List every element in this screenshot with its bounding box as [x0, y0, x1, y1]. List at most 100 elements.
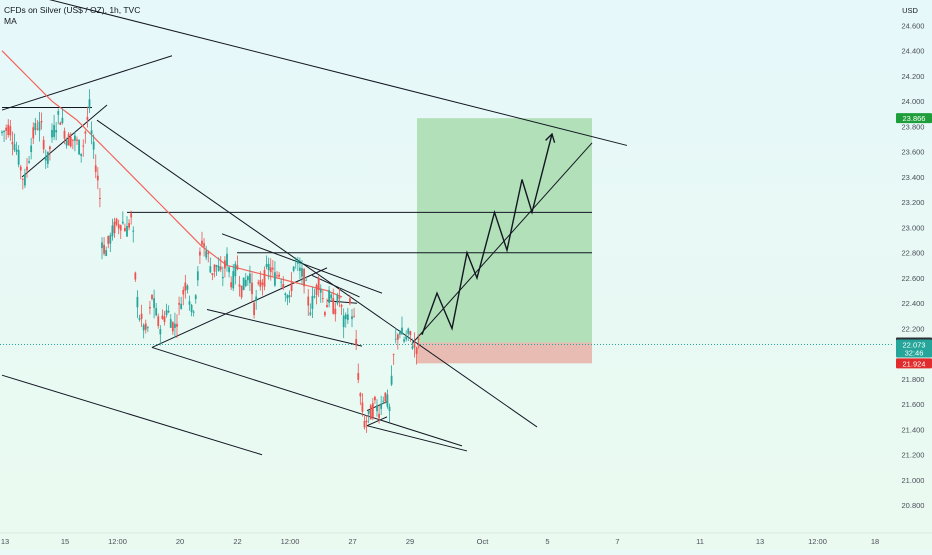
candle-body [32, 127, 35, 139]
trend-line[interactable] [96, 119, 538, 428]
candle-body [94, 165, 97, 172]
candle-body [336, 294, 339, 304]
price-tick-label: 23.400 [902, 173, 925, 182]
candle-body [167, 310, 170, 313]
candle-body [376, 405, 378, 412]
time-axis[interactable]: 13 15 12:00 20 22 12:00 27 29 Oct 5 7 11 13 12:00 18 [0, 532, 932, 546]
candle-body [15, 149, 18, 152]
candle-body [78, 140, 80, 155]
trend-line[interactable] [326, 300, 358, 304]
time-tick-label: 27 [348, 537, 356, 546]
candle-body [161, 315, 164, 320]
trend-line[interactable] [151, 267, 328, 348]
candle-body [326, 305, 328, 308]
candle-body [417, 338, 420, 340]
candle-body [113, 221, 116, 234]
candle-body [409, 331, 412, 336]
trend-line[interactable] [2, 0, 628, 146]
time-tick-label: 22 [233, 537, 241, 546]
indicator-label[interactable]: MA [4, 16, 17, 26]
candle-body [390, 375, 393, 385]
price-tick-label: 20.800 [902, 501, 925, 510]
candle-body [42, 139, 45, 150]
time-tick-label: 12:00 [281, 537, 300, 546]
trend-line[interactable] [366, 425, 468, 452]
candle-body [240, 285, 243, 298]
candle-body [132, 230, 135, 232]
candle-body [342, 315, 345, 328]
candle-body [21, 178, 24, 180]
candle-body [209, 266, 212, 273]
candle-body [28, 161, 30, 163]
candle-body [234, 263, 237, 277]
candle-body [211, 272, 214, 275]
trend-line[interactable] [311, 275, 360, 298]
candle-body [96, 175, 99, 181]
candle-body [353, 315, 355, 317]
time-tick-label: 18 [871, 537, 879, 546]
currency-label: USD [902, 6, 918, 15]
candle-body [307, 296, 310, 306]
candle-body [296, 260, 299, 264]
price-tick-label: 21.600 [902, 400, 925, 409]
price-tick-label: 23.800 [902, 122, 925, 131]
candle-body [186, 285, 189, 290]
countdown-label: 32:46 [905, 349, 924, 358]
trend-line[interactable] [206, 309, 363, 347]
candle-body [328, 290, 330, 303]
candle-body [76, 139, 78, 141]
candle-body [244, 279, 247, 286]
trend-line[interactable] [151, 346, 463, 447]
price-tick-label: 23.600 [902, 148, 925, 157]
candle-body [363, 421, 366, 428]
candle-body [5, 127, 8, 131]
trend-line[interactable] [1, 55, 173, 111]
candle-body [299, 267, 301, 271]
stop-price-label: 21.924 [903, 359, 926, 368]
trend-line[interactable] [1, 374, 263, 456]
candle-body [263, 270, 266, 287]
candle-body [292, 266, 295, 271]
candle-body [74, 135, 76, 141]
candle-body [80, 153, 83, 156]
candle-body [290, 282, 293, 292]
candle-body [236, 265, 239, 270]
candle-body [382, 400, 385, 402]
price-tick-label: 22.600 [902, 274, 925, 283]
candle-body [253, 302, 255, 315]
candle-body [359, 393, 362, 397]
price-tick-label: 22.800 [902, 249, 925, 258]
candle-body [84, 131, 87, 134]
candle-body [219, 266, 222, 270]
candle-body [388, 406, 391, 411]
time-tick-label: 5 [545, 537, 549, 546]
candle-body [99, 197, 101, 200]
candle-body [88, 99, 91, 109]
candle-body [380, 403, 383, 409]
candle-body [415, 347, 418, 355]
candle-body [294, 259, 297, 261]
stop-zone[interactable] [417, 342, 592, 364]
candle-body [313, 296, 316, 298]
candle-body [271, 267, 274, 270]
candle-body [257, 282, 260, 284]
candle-body [305, 279, 308, 281]
trend-line[interactable] [411, 142, 593, 344]
price-axis[interactable]: USD 24.600 24.400 24.200 24.000 23.800 23.600 2… [896, 6, 932, 510]
projection-path[interactable] [421, 133, 553, 336]
trend-line[interactable] [366, 416, 388, 427]
candle-body [103, 244, 105, 254]
candle-body [115, 218, 118, 225]
candle-body [182, 289, 185, 295]
price-tick-label: 21.800 [902, 375, 925, 384]
candle-body [67, 133, 70, 146]
candle-body [303, 268, 305, 287]
candle-body [130, 213, 133, 218]
candle-body [92, 141, 95, 150]
candle-body [332, 298, 335, 314]
candle-body [238, 284, 241, 287]
candle-body [128, 223, 130, 228]
candle-body [259, 280, 262, 287]
